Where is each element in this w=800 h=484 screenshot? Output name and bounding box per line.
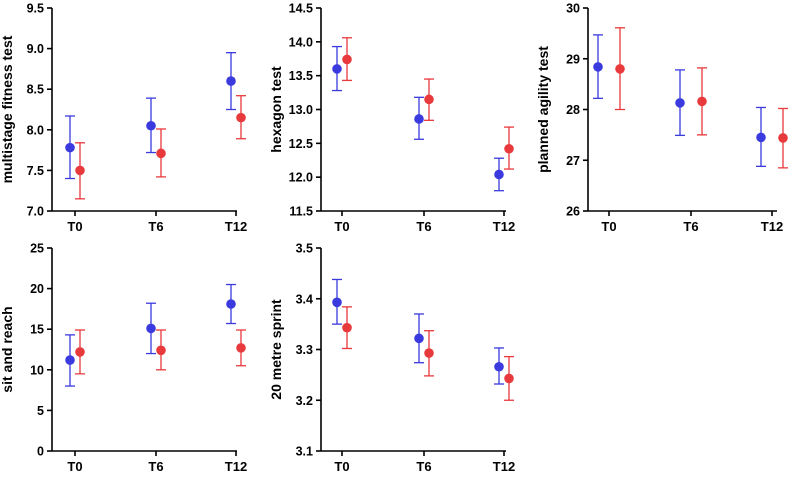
data-point [236, 112, 246, 123]
y-tick-label: 13.5 [289, 69, 313, 83]
data-point [615, 64, 625, 74]
x-tick-label: T12 [225, 459, 247, 474]
x-tick-label: T0 [67, 459, 82, 474]
data-point [75, 347, 85, 357]
data-point [332, 64, 342, 74]
data-point [226, 76, 236, 86]
data-point [226, 299, 236, 309]
y-tick-label: 3.5 [296, 242, 313, 256]
x-tick-label: T6 [416, 219, 431, 234]
y-tick-label: 10 [30, 363, 44, 377]
data-point [146, 323, 156, 334]
x-tick-label: T0 [67, 219, 82, 234]
y-tick-label: 8.5 [27, 83, 44, 97]
y-tick-label: 14.5 [289, 2, 313, 16]
y-tick-label: 15 [30, 323, 44, 337]
data-point [342, 322, 352, 333]
x-tick-label: T0 [334, 459, 349, 474]
data-point [494, 361, 504, 372]
y-axis-title: 20 metre sprint [268, 299, 284, 400]
y-tick-label: 26 [566, 205, 580, 219]
y-axis-title: hexagon test [268, 66, 284, 153]
data-point [156, 148, 166, 159]
x-tick-label: T12 [493, 219, 515, 234]
data-point [504, 373, 514, 384]
data-point [65, 142, 75, 153]
data-point [75, 165, 85, 176]
x-tick-label: T12 [225, 219, 247, 234]
data-point [424, 94, 434, 105]
y-tick-label: 3.3 [296, 343, 313, 357]
y-tick-label: 7.5 [27, 164, 44, 178]
y-axis-title: sit and reach [0, 306, 15, 392]
y-tick-label: 9.0 [27, 42, 44, 56]
y-tick-label: 3.4 [296, 292, 313, 306]
x-tick-label: T6 [148, 219, 163, 234]
x-tick-label: T0 [334, 219, 349, 234]
chart-panel-4: 0 5 10 15 20 25 T0 T6 T12 sit and reach [0, 242, 247, 475]
y-tick-label: 11.5 [289, 205, 313, 219]
y-axis-title: multistage fitness test [0, 35, 15, 183]
y-tick-label: 30 [566, 2, 580, 16]
y-tick-label: 0 [37, 445, 44, 459]
y-tick-label: 25 [30, 242, 44, 256]
data-point [236, 343, 246, 353]
x-tick-label: T6 [416, 459, 431, 474]
data-point [414, 114, 424, 124]
data-point [332, 297, 342, 308]
y-tick-label: 20 [30, 282, 44, 296]
x-tick-label: T12 [493, 459, 515, 474]
y-tick-label: 8.0 [27, 123, 44, 137]
data-point [424, 348, 434, 358]
y-tick-label: 5 [37, 404, 44, 418]
y-tick-label: 9.5 [27, 2, 44, 16]
data-point [756, 132, 766, 143]
y-tick-label: 12.0 [289, 171, 313, 185]
x-tick-label: T6 [148, 459, 163, 474]
data-point [697, 96, 707, 107]
data-point [146, 120, 156, 131]
y-tick-label: 14.0 [289, 35, 313, 49]
y-tick-label: 29 [566, 52, 580, 66]
y-tick-label: 3.1 [296, 445, 313, 459]
chart-panel-2: 11.5 12.0 12.5 13.0 13.5 14.0 14.5 T0 T6 T12 hexag… [268, 2, 515, 235]
chart-panel-1: 7.0 7.5 8.0 8.5 9.0 9.5 T0 T6 T12 multistage fitn… [0, 2, 247, 235]
data-point [675, 98, 685, 108]
y-tick-label: 27 [566, 154, 580, 168]
data-point [504, 143, 514, 154]
data-point [494, 169, 504, 180]
data-point [65, 355, 75, 365]
data-point [156, 345, 166, 356]
data-point [593, 62, 603, 72]
chart-panel-5: 3.1 3.2 3.3 3.4 3.5 T0 T6 T12 20 metre sprint [268, 242, 515, 475]
y-tick-label: 12.5 [289, 137, 313, 151]
x-tick-label: T0 [601, 219, 616, 234]
x-tick-label: T6 [683, 219, 698, 234]
data-point [778, 133, 788, 143]
data-point [342, 54, 352, 65]
chart-panel-3: 26 27 28 29 30 T0 T6 T12 planned agility test [535, 2, 788, 234]
y-tick-label: 13.0 [289, 103, 313, 117]
x-tick-label: T12 [761, 219, 783, 234]
y-tick-label: 7.0 [27, 205, 44, 219]
y-tick-label: 28 [566, 103, 580, 117]
y-axis-title: planned agility test [535, 46, 551, 173]
y-tick-label: 3.2 [296, 394, 313, 408]
data-point [414, 333, 424, 344]
